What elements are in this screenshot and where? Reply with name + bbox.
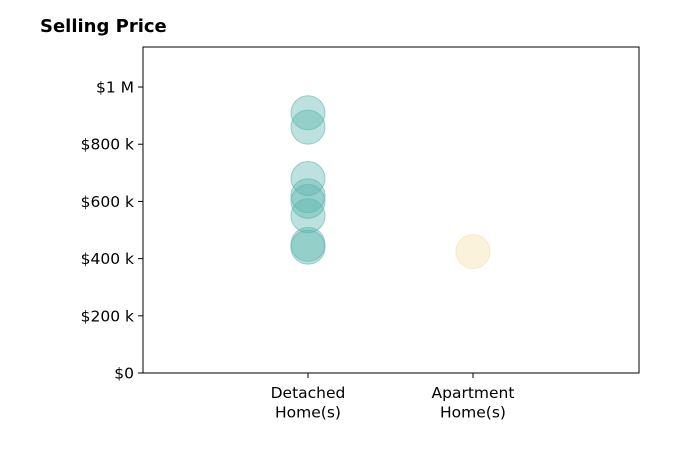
x-tick-label: Apartment Home(s) [432, 384, 515, 422]
data-point [290, 198, 326, 234]
y-tick-label: $1 M [96, 79, 134, 97]
data-point [290, 183, 326, 219]
plot-frame [142, 46, 640, 374]
y-tick-label: $600 k [81, 193, 134, 211]
data-point [455, 233, 491, 269]
y-tick-label: $200 k [81, 307, 134, 325]
y-tick-label: $0 [114, 365, 134, 383]
data-point [290, 109, 326, 145]
x-tick-label: Detached Home(s) [271, 384, 346, 422]
y-tick-label: $400 k [81, 250, 134, 268]
chart-title: Selling Price [40, 16, 167, 37]
data-point [290, 95, 326, 131]
data-point [290, 229, 326, 265]
y-tick-label: $800 k [81, 136, 134, 154]
